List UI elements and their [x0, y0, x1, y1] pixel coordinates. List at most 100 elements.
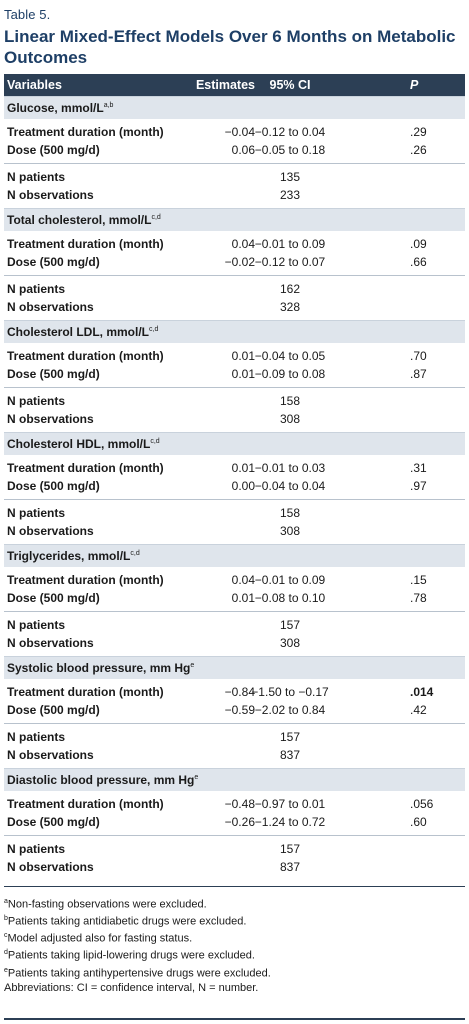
section-title: Diastolic blood pressure, mm Hge	[7, 773, 198, 787]
row-label: Treatment duration (month)	[7, 125, 164, 139]
row-label: Dose (500 mg/d)	[7, 703, 100, 717]
header-ci: 95% CI	[269, 78, 311, 92]
table-row: Treatment duration (month) 0.04 −0.01 to 0…	[4, 235, 465, 253]
section-footnote-ref: a,b	[103, 102, 114, 109]
section-name: Diastolic blood pressure, mm Hg	[7, 773, 195, 787]
footnote-text: Patients taking antihypertensive drugs w…	[7, 967, 271, 980]
n-observations-label: N observations	[7, 188, 94, 202]
section-header: Total cholesterol, mmol/Lc,d	[4, 208, 465, 231]
row-label: Dose (500 mg/d)	[7, 143, 100, 157]
row-ci: −0.01 to 0.09	[254, 237, 326, 251]
table-label: Table 5.	[4, 7, 51, 22]
row-estimate: −0.48	[224, 797, 255, 811]
row-p-value: .70	[410, 349, 427, 363]
table-row: Dose (500 mg/d) 0.01 −0.09 to 0.08 .87	[4, 365, 465, 383]
row-estimate: 0.04	[231, 573, 255, 587]
row-p-value: .78	[410, 591, 427, 605]
table-row: N observations 837	[4, 746, 465, 764]
row-estimate: −0.26	[224, 815, 255, 829]
n-observations-value: 308	[279, 636, 301, 650]
section-footnote-ref: c,d	[149, 326, 159, 333]
section-header: Triglycerides, mmol/Lc,d	[4, 544, 465, 567]
table-row: N patients 135	[4, 168, 465, 186]
footnote-list: aNon-fasting observations were excluded.…	[4, 895, 465, 981]
row-p-value: .60	[410, 815, 427, 829]
row-ci: −0.12 to 0.07	[254, 255, 326, 269]
table-row: Treatment duration (month) −0.48 −0.97 to …	[4, 795, 465, 813]
row-p-value: .31	[410, 461, 427, 475]
table-title: Linear Mixed-Effect Models Over 6 Months…	[4, 27, 456, 67]
footnote-text: Model adjusted also for fasting status.	[7, 932, 193, 945]
section-title: Cholesterol LDL, mmol/Lc,d	[7, 325, 158, 339]
table-row: N patients 162	[4, 280, 465, 298]
row-ci: −0.08 to 0.10	[254, 591, 326, 605]
footnote-text: Patients taking lipid-lowering drugs wer…	[7, 950, 255, 963]
row-p-value: .42	[410, 703, 427, 717]
n-observations-value: 308	[279, 412, 301, 426]
row-estimate: 0.01	[231, 367, 255, 381]
row-p-value: .97	[410, 479, 427, 493]
table-row: N observations 308	[4, 522, 465, 540]
row-estimate: 0.01	[231, 349, 255, 363]
section-name: Systolic blood pressure, mm Hg	[7, 661, 191, 675]
table-row: Dose (500 mg/d) 0.01 −0.08 to 0.10 .78	[4, 589, 465, 607]
row-p-value: .056	[410, 797, 434, 811]
footnote-text: Non-fasting observations were excluded.	[7, 898, 207, 911]
row-estimate: −0.84	[224, 685, 255, 699]
table-row: Dose (500 mg/d) −0.59 −2.02 to 0.84 .42	[4, 701, 465, 719]
row-estimate: 0.00	[231, 479, 255, 493]
n-observations-label: N observations	[7, 300, 94, 314]
section-header: Glucose, mmol/La,b	[4, 96, 465, 119]
data-table: Variables Estimates 95% CI P Glucose, mm…	[4, 74, 465, 880]
row-p-value: .87	[410, 367, 427, 381]
table-row: N observations 233	[4, 186, 465, 204]
row-ci: −0.97 to 0.01	[254, 797, 326, 811]
row-p-value: .29	[410, 125, 427, 139]
row-p-value: .09	[410, 237, 427, 251]
estimate-group: Treatment duration (month) 0.01 −0.01 to 0…	[4, 455, 465, 499]
n-patients-value: 157	[279, 618, 301, 632]
section-name: Cholesterol HDL, mmol/L	[7, 437, 151, 451]
row-label: Dose (500 mg/d)	[7, 815, 100, 829]
footnote-text: Patients taking antidiabetic drugs were …	[7, 915, 247, 928]
footnote-marker: c	[4, 932, 8, 940]
row-estimate: −0.59	[224, 703, 255, 717]
footnote-marker: b	[4, 915, 8, 923]
row-ci: −0.12 to 0.04	[254, 125, 326, 139]
section-header: Cholesterol HDL, mmol/Lc,d	[4, 432, 465, 455]
n-patients-label: N patients	[7, 282, 66, 296]
row-ci: −1.24 to 0.72	[254, 815, 326, 829]
table-row: Treatment duration (month) 0.01 −0.01 to 0…	[4, 459, 465, 477]
table-row: N patients 157	[4, 728, 465, 746]
table-row: Treatment duration (month) −0.84 −1.50 to …	[4, 683, 465, 701]
n-observations-value: 328	[279, 300, 301, 314]
n-observations-label: N observations	[7, 860, 94, 874]
row-ci: −2.02 to 0.84	[254, 703, 326, 717]
row-estimate: 0.01	[231, 591, 255, 605]
n-observations-value: 308	[279, 524, 301, 538]
row-estimate: 0.04	[231, 237, 255, 251]
footnote: bPatients taking antidiabetic drugs were…	[4, 912, 465, 929]
n-patients-label: N patients	[7, 394, 66, 408]
section-title: Glucose, mmol/La,b	[7, 101, 113, 115]
n-observations-label: N observations	[7, 524, 94, 538]
section-footnote-ref: c,d	[150, 438, 160, 445]
n-observations-label: N observations	[7, 748, 94, 762]
row-label: Treatment duration (month)	[7, 237, 164, 251]
n-patients-value: 158	[279, 506, 301, 520]
footnotes: aNon-fasting observations were excluded.…	[4, 886, 465, 995]
table-body: Glucose, mmol/La,b Treatment duration (mo…	[4, 96, 465, 880]
section-title: Total cholesterol, mmol/Lc,d	[7, 213, 161, 227]
count-group: N patients 162 N observations 328	[4, 275, 465, 320]
row-estimate: −0.02	[224, 255, 255, 269]
table-row: Dose (500 mg/d) −0.02 −0.12 to 0.07 .66	[4, 253, 465, 271]
section-header: Systolic blood pressure, mm Hge	[4, 656, 465, 679]
estimate-group: Treatment duration (month) 0.01 −0.04 to 0…	[4, 343, 465, 387]
table-row: N observations 837	[4, 858, 465, 876]
count-group: N patients 157 N observations 308	[4, 611, 465, 656]
section-footnote-ref: e	[190, 662, 195, 669]
section-footnote-ref: c,d	[151, 214, 161, 221]
row-p-value: .26	[410, 143, 427, 157]
n-observations-value: 837	[279, 860, 301, 874]
n-observations-value: 233	[279, 188, 301, 202]
